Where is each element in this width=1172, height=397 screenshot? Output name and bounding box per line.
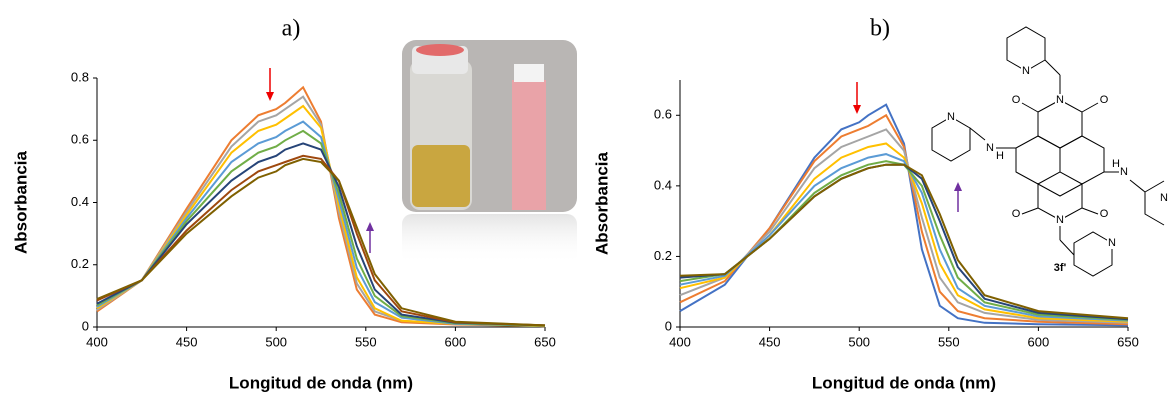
molecule xyxy=(931,26,1165,277)
atom-bg xyxy=(946,111,956,123)
x-tick-label: 650 xyxy=(1117,334,1139,349)
atom-bg xyxy=(1119,166,1129,178)
spectrum-line xyxy=(679,142,1129,323)
atom-bg xyxy=(1107,237,1117,249)
y-tick-label: 0.4 xyxy=(654,177,672,192)
x-tick-label: 450 xyxy=(759,334,781,349)
spectrum-line xyxy=(96,104,546,328)
atom-bg xyxy=(1055,94,1065,106)
atom-bg xyxy=(1111,158,1121,170)
atom-bg xyxy=(1159,192,1169,204)
atom-label: N xyxy=(947,111,955,123)
x-tick-label: 550 xyxy=(938,334,960,349)
y-axis-label: Absorbancia xyxy=(592,151,611,255)
compound-label: 3f' xyxy=(1054,262,1067,274)
spectrum-line xyxy=(679,163,1129,321)
spectrum-line xyxy=(96,142,546,327)
y-tick-label: 0 xyxy=(82,318,89,333)
y-tick-label: 0.6 xyxy=(654,107,672,122)
x-tick-label: 400 xyxy=(669,334,691,349)
atom-bg xyxy=(1011,94,1021,106)
atom-label: O xyxy=(1012,208,1021,220)
spectrum-line xyxy=(96,85,546,328)
atom-label: H xyxy=(996,150,1004,162)
atom-label: N xyxy=(1056,214,1064,226)
y-tick-label: 0.8 xyxy=(71,69,89,84)
y-tick-label: 0.2 xyxy=(71,256,89,271)
x-axis-label: Longitud de onda (nm) xyxy=(229,373,413,392)
atom-bg xyxy=(995,150,1005,162)
x-tick-label: 500 xyxy=(848,334,870,349)
y-tick-label: 0 xyxy=(665,318,672,333)
panel-title: b) xyxy=(870,16,890,42)
atom-label: N xyxy=(1022,65,1030,77)
spectrum-line xyxy=(679,153,1129,322)
y-tick-label: 0.4 xyxy=(71,194,89,209)
x-tick-label: 450 xyxy=(176,334,198,349)
atom-label: N xyxy=(1160,192,1168,204)
y-tick-label: 0.6 xyxy=(71,132,89,147)
atom-bg xyxy=(985,142,995,154)
x-tick-label: 500 xyxy=(265,334,287,349)
spectrum-line xyxy=(96,120,546,327)
atom-label: O xyxy=(1012,94,1021,106)
atom-label: N xyxy=(1120,166,1128,178)
spectrum-line xyxy=(96,157,546,327)
x-tick-label: 650 xyxy=(534,334,556,349)
arrows xyxy=(266,68,962,253)
x-tick-label: 600 xyxy=(445,334,467,349)
atom-label: O xyxy=(1100,94,1109,106)
atom-label: O xyxy=(1100,208,1109,220)
spectrum-line xyxy=(679,128,1129,324)
x-tick-label: 600 xyxy=(1028,334,1050,349)
x-tick-label: 400 xyxy=(86,334,108,349)
atom-label: H xyxy=(1112,158,1120,170)
atom-label: N xyxy=(986,142,994,154)
y-axis-label: Absorbancia xyxy=(11,150,30,254)
photo xyxy=(402,40,577,264)
atom-bg xyxy=(1011,208,1021,220)
atom-bg xyxy=(1099,94,1109,106)
spectrum-line xyxy=(96,129,546,327)
atom-label: N xyxy=(1108,237,1116,249)
spectrum-line xyxy=(679,113,1129,326)
atom-bg xyxy=(1021,65,1031,77)
y-tick-label: 0.2 xyxy=(654,248,672,263)
panel-title: a) xyxy=(282,16,301,42)
x-axis-label: Longitud de onda (nm) xyxy=(812,373,996,392)
spectrum-line xyxy=(679,163,1129,320)
atom-bg xyxy=(1055,214,1065,226)
x-tick-label: 550 xyxy=(355,334,377,349)
spectrum-line xyxy=(96,154,546,327)
atom-label: N xyxy=(1056,94,1064,106)
atom-bg xyxy=(1099,208,1109,220)
